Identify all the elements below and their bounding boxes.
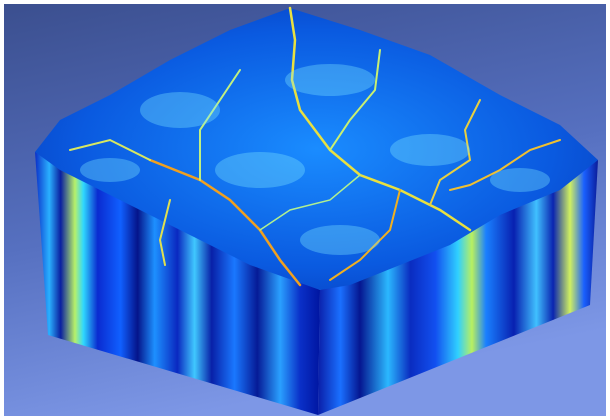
channel — [429, 99, 481, 206]
ridge-highlight — [285, 64, 375, 96]
channel — [158, 199, 171, 266]
channel — [199, 69, 241, 181]
channels — [69, 6, 561, 287]
channel — [329, 189, 401, 281]
channel — [148, 158, 302, 287]
right-face — [318, 160, 598, 415]
left-face — [35, 152, 320, 415]
channel — [259, 174, 361, 231]
ridges — [80, 64, 550, 255]
channel — [69, 138, 151, 161]
ridge-highlight — [215, 152, 305, 188]
ridge-highlight — [300, 225, 380, 255]
channel — [329, 49, 381, 151]
ridge-highlight — [490, 168, 550, 192]
channel — [449, 139, 561, 191]
ridge-highlight — [390, 134, 470, 166]
ridge-highlight — [80, 158, 140, 182]
ridge-highlight — [140, 92, 220, 128]
top-face — [35, 8, 598, 290]
